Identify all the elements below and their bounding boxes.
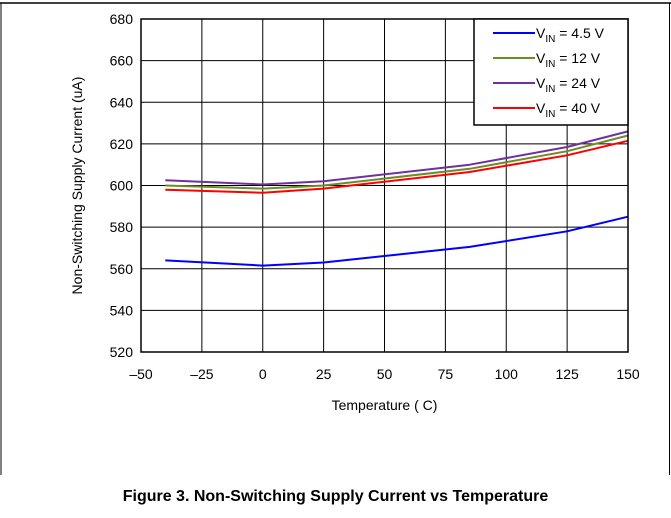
y-tick-label: 580 <box>110 219 134 235</box>
x-tick-label: 0 <box>259 366 267 382</box>
x-tick-label: 150 <box>616 366 640 382</box>
legend-entry: VIN = 24 V <box>536 75 601 95</box>
series-line <box>165 134 629 190</box>
x-tick-label: –50 <box>129 366 153 382</box>
x-tick-label: 50 <box>377 366 393 382</box>
series-lines <box>165 130 629 267</box>
legend-entry: VIN = 12 V <box>536 50 601 70</box>
y-tick-label: 660 <box>110 53 134 69</box>
x-axis-label: Temperature ( C) <box>332 397 438 413</box>
tick-labels: –50 –25 0 25 50 75 100 125 150 520 540 560 580 600 620… <box>110 11 640 382</box>
x-tick-label: –25 <box>190 366 214 382</box>
x-tick-label: 25 <box>316 366 332 382</box>
x-tick-label: 125 <box>555 366 579 382</box>
y-tick-label: 560 <box>110 261 134 277</box>
y-tick-label: 640 <box>110 94 134 110</box>
x-tick-label: 100 <box>495 366 519 382</box>
y-tick-label: 680 <box>110 11 134 27</box>
y-tick-label: 540 <box>110 302 134 318</box>
legend: VIN = 4.5 V VIN = 12 V VIN = 24 V VIN = 40 … <box>473 18 629 126</box>
y-tick-label: 600 <box>110 178 134 194</box>
y-tick-label: 620 <box>110 136 134 152</box>
series-line <box>165 215 629 267</box>
series-line <box>165 130 629 186</box>
legend-entry: VIN = 40 V <box>536 100 601 120</box>
legend-entry: VIN = 4.5 V <box>536 25 605 45</box>
y-axis-label: Non-Switching Supply Current (uA) <box>69 77 85 295</box>
figure-caption: Figure 3. Non-Switching Supply Current v… <box>122 488 549 505</box>
plot-area <box>140 18 629 353</box>
series-line <box>165 139 629 194</box>
y-tick-label: 520 <box>110 344 134 360</box>
x-tick-label: 75 <box>438 366 454 382</box>
